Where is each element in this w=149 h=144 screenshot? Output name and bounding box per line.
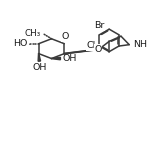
Text: O: O: [94, 45, 101, 54]
Text: Cl: Cl: [86, 41, 95, 50]
Text: OH: OH: [33, 63, 47, 72]
Text: NH: NH: [134, 40, 148, 49]
Text: HO: HO: [13, 39, 27, 48]
Text: O: O: [62, 32, 69, 41]
Text: OH: OH: [62, 54, 76, 63]
Polygon shape: [52, 57, 60, 60]
Text: CH₃: CH₃: [25, 29, 41, 37]
Text: ′′: ′′: [28, 44, 31, 49]
Polygon shape: [38, 54, 41, 61]
Text: Br: Br: [94, 21, 105, 30]
